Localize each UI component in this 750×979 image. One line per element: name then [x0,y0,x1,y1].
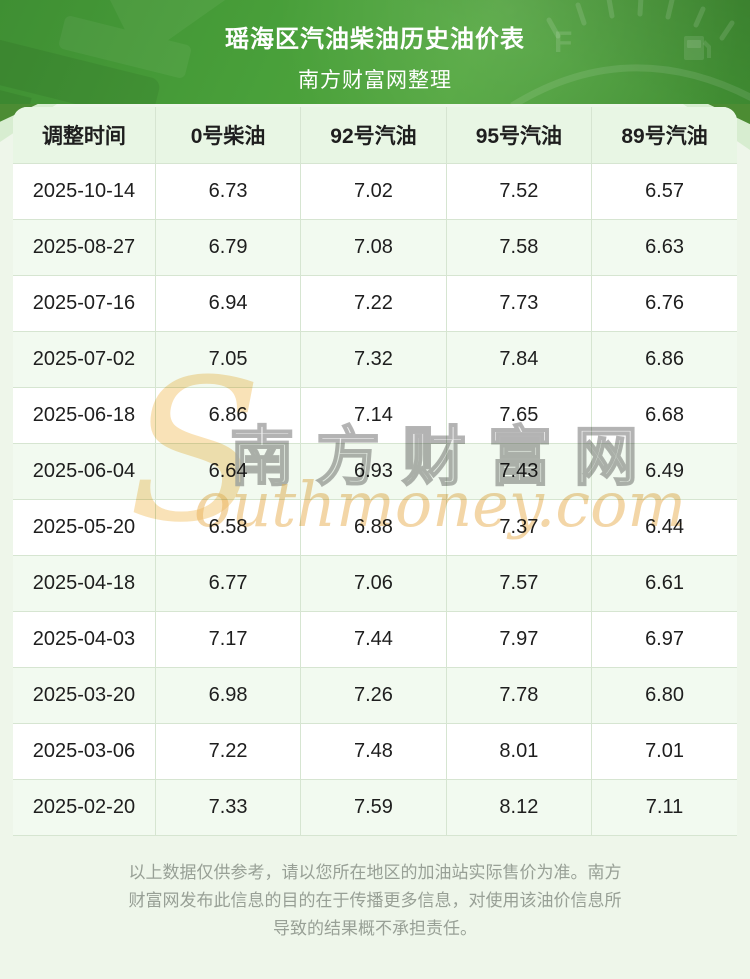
price-table: 调整时间 0号柴油 92号汽油 95号汽油 89号汽油 2025-10-14 6.… [13,107,737,836]
cell-price: 7.22 [300,275,447,332]
col-header-diesel0: 0号柴油 [154,107,302,164]
page-subtitle: 南方财富网整理 [298,69,452,92]
cell-price: 7.84 [445,331,593,388]
cell-price: 6.76 [591,275,737,332]
cell-price: 7.08 [300,219,447,276]
banner: F 瑶海区汽油柴油历史油价表 南方财富网整理 [0,0,750,108]
col-header-date: 调整时间 [13,107,156,164]
cell-price: 6.57 [591,163,737,220]
table-row: 2025-06-04 6.64 6.93 7.43 6.49 [13,443,737,500]
cell-date: 2025-04-03 [13,611,156,668]
cell-price: 7.57 [445,555,593,612]
cell-date: 2025-10-14 [13,163,156,220]
table-row: 2025-02-20 7.33 7.59 8.12 7.11 [13,779,737,836]
cell-price: 6.68 [591,387,737,444]
cell-date: 2025-03-20 [13,667,156,724]
cell-price: 6.49 [591,443,737,500]
table-row: 2025-03-20 6.98 7.26 7.78 6.80 [13,667,737,724]
cell-price: 7.17 [154,611,302,668]
cell-price: 6.64 [154,443,302,500]
disclaimer-line-3: 导致的结果概不承担责任。 [273,919,477,938]
cell-price: 7.26 [300,667,447,724]
table-row: 2025-07-02 7.05 7.32 7.84 6.86 [13,331,737,388]
cell-price: 7.78 [445,667,593,724]
cell-date: 2025-02-20 [13,779,156,836]
col-header-gas95: 95号汽油 [445,107,593,164]
disclaimer: 以上数据仅供参考，请以您所在地区的加油站实际售价为准。南方 财富网发布此信息的目… [0,859,750,943]
cell-price: 8.12 [445,779,593,836]
cell-price: 7.73 [445,275,593,332]
cell-date: 2025-04-18 [13,555,156,612]
cell-price: 7.11 [591,779,737,836]
cell-date: 2025-03-06 [13,723,156,780]
cell-price: 6.86 [591,331,737,388]
table-row: 2025-05-20 6.58 6.88 7.37 6.44 [13,499,737,556]
cell-price: 6.77 [154,555,302,612]
cell-price: 6.79 [154,219,302,276]
table-row: 2025-07-16 6.94 7.22 7.73 6.76 [13,275,737,332]
cell-price: 7.65 [445,387,593,444]
cell-price: 7.05 [154,331,302,388]
cell-price: 7.44 [300,611,447,668]
table-row: 2025-08-27 6.79 7.08 7.58 6.63 [13,219,737,276]
cell-price: 6.58 [154,499,302,556]
page-title: 瑶海区汽油柴油历史油价表 [225,26,525,53]
cell-date: 2025-05-20 [13,499,156,556]
cell-price: 8.01 [445,723,593,780]
cell-price: 7.97 [445,611,593,668]
cell-date: 2025-07-02 [13,331,156,388]
cell-price: 7.59 [300,779,447,836]
cell-price: 6.63 [591,219,737,276]
cell-price: 6.44 [591,499,737,556]
cell-price: 7.32 [300,331,447,388]
cell-price: 6.98 [154,667,302,724]
cell-price: 7.33 [154,779,302,836]
table-row: 2025-10-14 6.73 7.02 7.52 6.57 [13,163,737,220]
cell-price: 7.52 [445,163,593,220]
cell-price: 6.97 [591,611,737,668]
svg-text:F: F [554,26,572,59]
cell-price: 6.73 [154,163,302,220]
cell-date: 2025-08-27 [13,219,156,276]
fuel-price-history-table: 调整时间 0号柴油 92号汽油 95号汽油 89号汽油 2025-10-14 6.… [13,107,737,836]
cell-price: 7.48 [300,723,447,780]
table-header-row: 调整时间 0号柴油 92号汽油 95号汽油 89号汽油 [13,107,737,164]
table-row: 2025-03-06 7.22 7.48 8.01 7.01 [13,723,737,780]
cell-price: 7.22 [154,723,302,780]
cell-price: 7.58 [445,219,593,276]
cell-price: 7.02 [300,163,447,220]
cell-date: 2025-07-16 [13,275,156,332]
cell-price: 6.80 [591,667,737,724]
disclaimer-line-2: 财富网发布此信息的目的在于传播更多信息，对使用该油价信息所 [128,891,622,910]
disclaimer-line-1: 以上数据仅供参考，请以您所在地区的加油站实际售价为准。南方 [128,863,622,882]
cell-date: 2025-06-18 [13,387,156,444]
cell-price: 7.14 [300,387,447,444]
cell-price: 6.86 [154,387,302,444]
fuel-nozzle-icon [0,0,225,104]
table-row: 2025-04-03 7.17 7.44 7.97 6.97 [13,611,737,668]
col-header-gas92: 92号汽油 [300,107,447,164]
table-row: 2025-04-18 6.77 7.06 7.57 6.61 [13,555,737,612]
cell-price: 7.06 [300,555,447,612]
cell-price: 6.93 [300,443,447,500]
table-row: 2025-06-18 6.86 7.14 7.65 6.68 [13,387,737,444]
cell-price: 6.88 [300,499,447,556]
cell-price: 7.01 [591,723,737,780]
cell-price: 7.43 [445,443,593,500]
cell-price: 6.94 [154,275,302,332]
page: F 瑶海区汽油柴油历史油价表 南方财富网整理 调整时间 0号柴油 92号汽油 9… [0,0,750,943]
col-header-gas89: 89号汽油 [591,107,737,164]
fuel-gauge-icon: F [510,0,750,108]
cell-price: 6.61 [591,555,737,612]
cell-price: 7.37 [445,499,593,556]
cell-date: 2025-06-04 [13,443,156,500]
